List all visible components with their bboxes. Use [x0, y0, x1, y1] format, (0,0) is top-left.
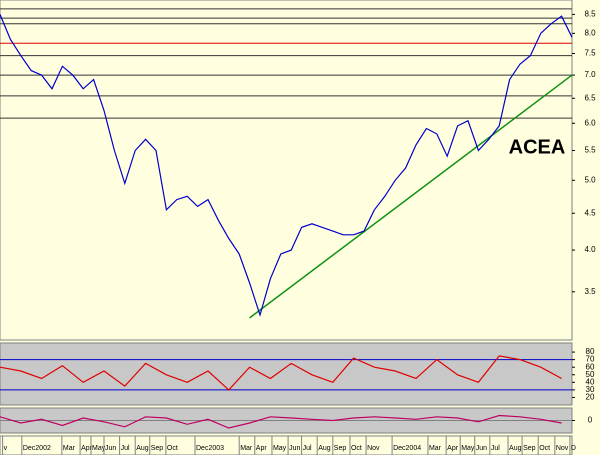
y-tick-label: 8.0: [584, 28, 596, 37]
x-tick-label: Nov: [556, 445, 569, 452]
x-tick-label: May: [273, 445, 287, 452]
y-tick-label: 6.5: [584, 93, 596, 102]
x-tick-label: May: [461, 445, 475, 452]
x-tick-label: Mar: [429, 445, 442, 452]
trend-line: [249, 74, 573, 319]
x-tick-label: Sep: [151, 445, 164, 452]
x-tick-label: Jul: [303, 445, 312, 452]
x-tick-label: Mar: [63, 445, 76, 452]
x-tick-label: Apr: [256, 445, 268, 452]
x-tick-label: D: [571, 445, 576, 452]
x-tick-label: Apr: [447, 445, 459, 452]
y-tick-label: 60: [586, 362, 595, 371]
y-tick-label: 7.5: [584, 49, 596, 58]
annotation: ACEA: [509, 136, 566, 158]
x-tick-label: Nov: [367, 445, 380, 452]
series-line: [0, 414, 562, 429]
y-tick-label: 3.5: [584, 287, 596, 296]
x-tick-label: Dec2004: [393, 445, 421, 452]
y-tick-label: 40: [586, 377, 595, 386]
x-tick-label: Jul: [491, 445, 500, 452]
y-tick-label: 20: [586, 393, 595, 402]
y-tick-label: 4.5: [584, 208, 596, 217]
y-tick-label: 0: [588, 416, 593, 425]
series-line: [0, 355, 562, 391]
y-tick-label: 80: [586, 347, 595, 356]
x-tick-label: Apr: [81, 445, 93, 452]
panel-background: [0, 342, 573, 406]
y-tick-label: 5.5: [584, 146, 596, 155]
x-tick-label: Aug: [318, 445, 331, 452]
series-line: [0, 14, 573, 318]
x-tick-label: Dec2003: [196, 445, 224, 452]
x-tick-label: Jun: [289, 445, 300, 452]
x-tick-label: Aug: [136, 445, 149, 452]
x-tick-label: Sep: [523, 445, 536, 452]
y-tick-label: 7.0: [584, 70, 596, 79]
x-tick-label: Jun: [105, 445, 116, 452]
panel-background: [0, 0, 573, 341]
x-tick-label: Aug: [509, 445, 522, 452]
x-tick-label: Oct: [351, 445, 362, 452]
y-tick-label: 50: [586, 370, 595, 379]
x-tick-label: Dec2002: [23, 445, 51, 452]
y-tick-label: 70: [586, 355, 595, 364]
x-tick-label: Jul: [121, 445, 130, 452]
y-tick-label: 6.0: [584, 118, 596, 127]
x-tick-label: v: [4, 445, 8, 452]
y-tick-label: 5.0: [584, 175, 596, 184]
x-tick-label: Sep: [334, 445, 347, 452]
y-tick-label: 30: [586, 385, 595, 394]
x-tick-label: Mar: [240, 445, 253, 452]
y-tick-label: 8.5: [584, 9, 596, 18]
x-tick-label: Jun: [476, 445, 487, 452]
x-tick-label: May: [92, 445, 106, 452]
x-tick-label: Oct: [539, 445, 550, 452]
y-tick-label: 4.0: [584, 245, 596, 254]
x-tick-label: Oct: [167, 445, 178, 452]
x-axis-band: [0, 435, 573, 455]
